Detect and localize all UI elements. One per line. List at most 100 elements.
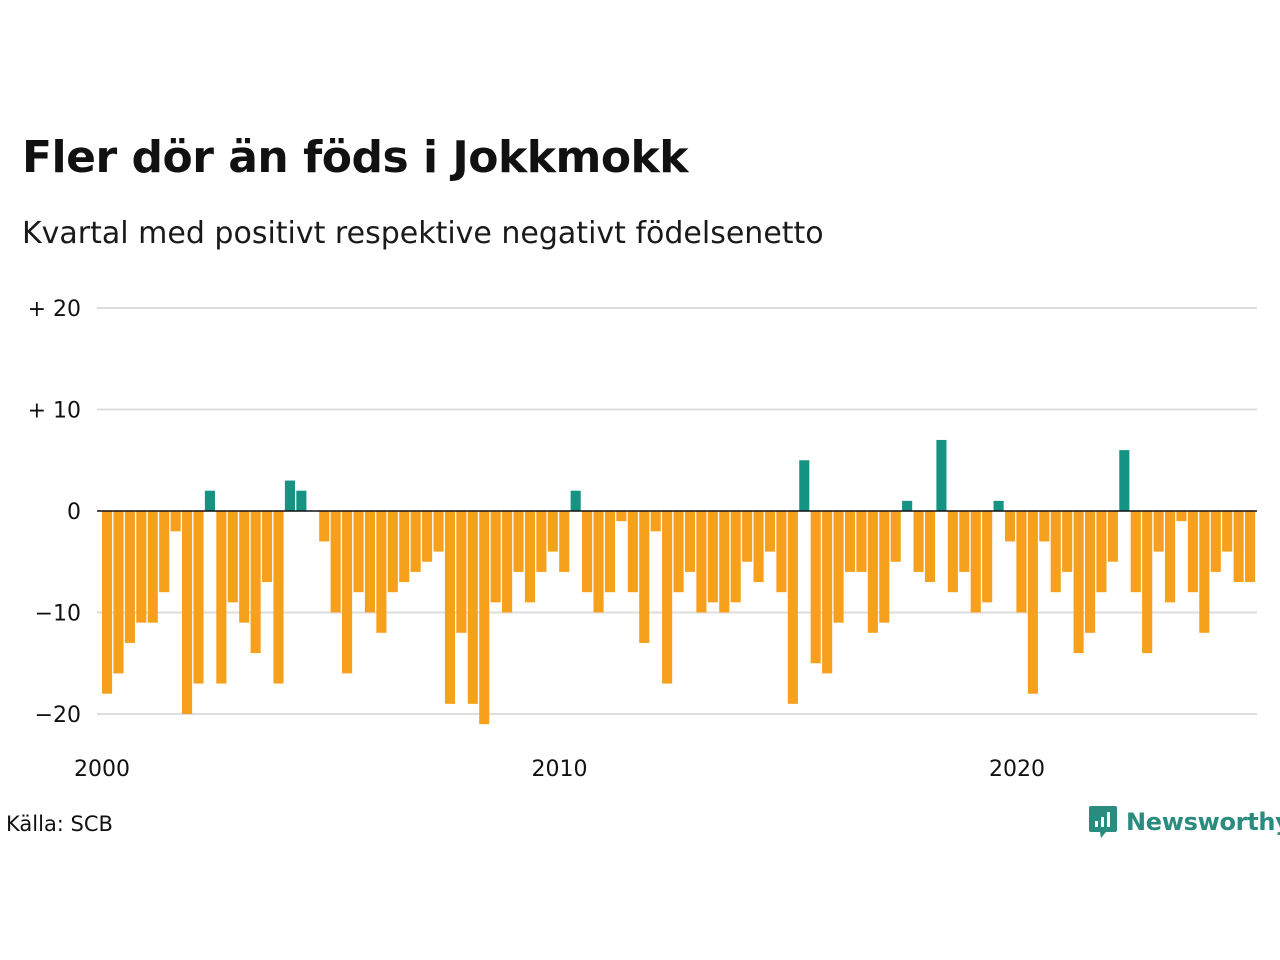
bar-negative — [1233, 511, 1244, 583]
bar-negative — [742, 511, 753, 562]
bar-negative — [262, 511, 273, 583]
bar-negative — [776, 511, 787, 593]
bar-negative — [707, 511, 718, 603]
bar-negative — [490, 511, 501, 603]
bar-negative — [970, 511, 981, 613]
bar-negative — [753, 511, 764, 583]
bar-negative — [536, 511, 547, 572]
bar-positive — [902, 500, 913, 511]
x-tick-label: 2010 — [532, 757, 588, 782]
bar-negative — [913, 511, 924, 572]
y-axis-ticks: + 20 + 10 0 −10 −20 — [28, 297, 81, 728]
bar-negative — [342, 511, 353, 674]
bar-positive — [799, 460, 810, 511]
bar-negative — [833, 511, 844, 623]
source-note: Källa: SCB — [6, 812, 113, 836]
gridlines — [97, 307, 1257, 715]
bar-negative — [1245, 511, 1256, 583]
bar-negative — [524, 511, 536, 603]
x-tick-label: 2020 — [989, 757, 1045, 782]
bar-negative — [639, 511, 650, 643]
bar-negative — [1187, 511, 1198, 593]
y-tick-label: + 10 — [28, 399, 81, 424]
bar-negative — [890, 511, 901, 562]
x-tick-label: 2000 — [74, 757, 130, 782]
bar-negative — [410, 511, 421, 572]
bar-negative — [239, 511, 250, 623]
chart-title: Fler dör än föds i Jokkmokk — [22, 132, 689, 183]
bar-negative — [810, 511, 821, 664]
bar-negative — [387, 511, 398, 593]
bar-negative — [982, 511, 993, 603]
bar-negative — [684, 511, 696, 572]
bar-negative — [696, 511, 707, 613]
bar-negative — [250, 511, 261, 654]
bar-positive — [993, 500, 1004, 511]
bar-negative — [502, 511, 513, 613]
bar-negative — [650, 511, 661, 532]
bar-negative — [147, 511, 158, 623]
bar-negative — [879, 511, 890, 623]
bar-negative — [1142, 511, 1153, 654]
bar-positive — [204, 490, 215, 511]
bar-negative — [319, 511, 330, 542]
bar-negative — [1107, 511, 1118, 562]
bar-negative — [604, 511, 616, 593]
bar-negative — [559, 511, 570, 572]
bar-positive — [570, 490, 581, 511]
bar-negative — [399, 511, 410, 583]
bar-negative — [856, 511, 867, 572]
bar-negative — [959, 511, 970, 572]
bar-negative — [616, 511, 627, 522]
bar-negative — [582, 511, 593, 593]
bar-negative — [102, 511, 113, 694]
bar-negative — [787, 511, 798, 704]
bar-negative — [867, 511, 878, 633]
bar-negative — [1027, 511, 1038, 694]
bar-negative — [330, 511, 341, 613]
bar-negative — [136, 511, 147, 623]
bar-negative — [662, 511, 673, 684]
bar-negative — [444, 511, 455, 704]
bar-negative — [1096, 511, 1107, 593]
bar-negative — [479, 511, 490, 725]
bar-negative — [422, 511, 433, 562]
bar-negative — [113, 511, 124, 674]
bar-negative — [627, 511, 638, 593]
bar-negative — [924, 511, 936, 583]
bar-negative — [364, 511, 375, 613]
bar-negative — [1062, 511, 1073, 572]
bar-negative — [1130, 511, 1141, 593]
bar-negative — [1153, 511, 1164, 552]
bar-negative — [673, 511, 684, 593]
bar-negative — [467, 511, 478, 704]
bar-negative — [1176, 511, 1187, 522]
bar-negative — [730, 511, 741, 603]
bar-negative — [193, 511, 204, 684]
bars — [102, 439, 1256, 725]
bar-negative — [1004, 511, 1016, 542]
bar-negative — [1050, 511, 1061, 593]
bar-negative — [159, 511, 170, 593]
bar-negative — [1222, 511, 1233, 552]
newsworthy-logo-text: Newsworthy — [1126, 808, 1280, 836]
bar-negative — [170, 511, 181, 532]
bar-negative — [456, 511, 467, 633]
bar-negative — [433, 511, 444, 552]
newsworthy-logo-icon — [1089, 806, 1117, 838]
bar-positive — [296, 490, 307, 511]
bar-negative — [764, 511, 776, 552]
bar-negative — [1016, 511, 1027, 613]
bar-negative — [182, 511, 193, 714]
bar-negative — [547, 511, 558, 552]
bar-negative — [513, 511, 524, 572]
bar-negative — [1084, 511, 1096, 633]
bar-negative — [947, 511, 958, 593]
bar-negative — [227, 511, 238, 603]
bar-positive — [936, 439, 947, 511]
bar-negative — [1073, 511, 1084, 654]
bar-negative — [1210, 511, 1221, 572]
bar-negative — [376, 511, 387, 633]
bar-negative — [593, 511, 604, 613]
bar-chart: + 20 + 10 0 −10 −20 2000 2010 2020 — [28, 297, 1257, 782]
